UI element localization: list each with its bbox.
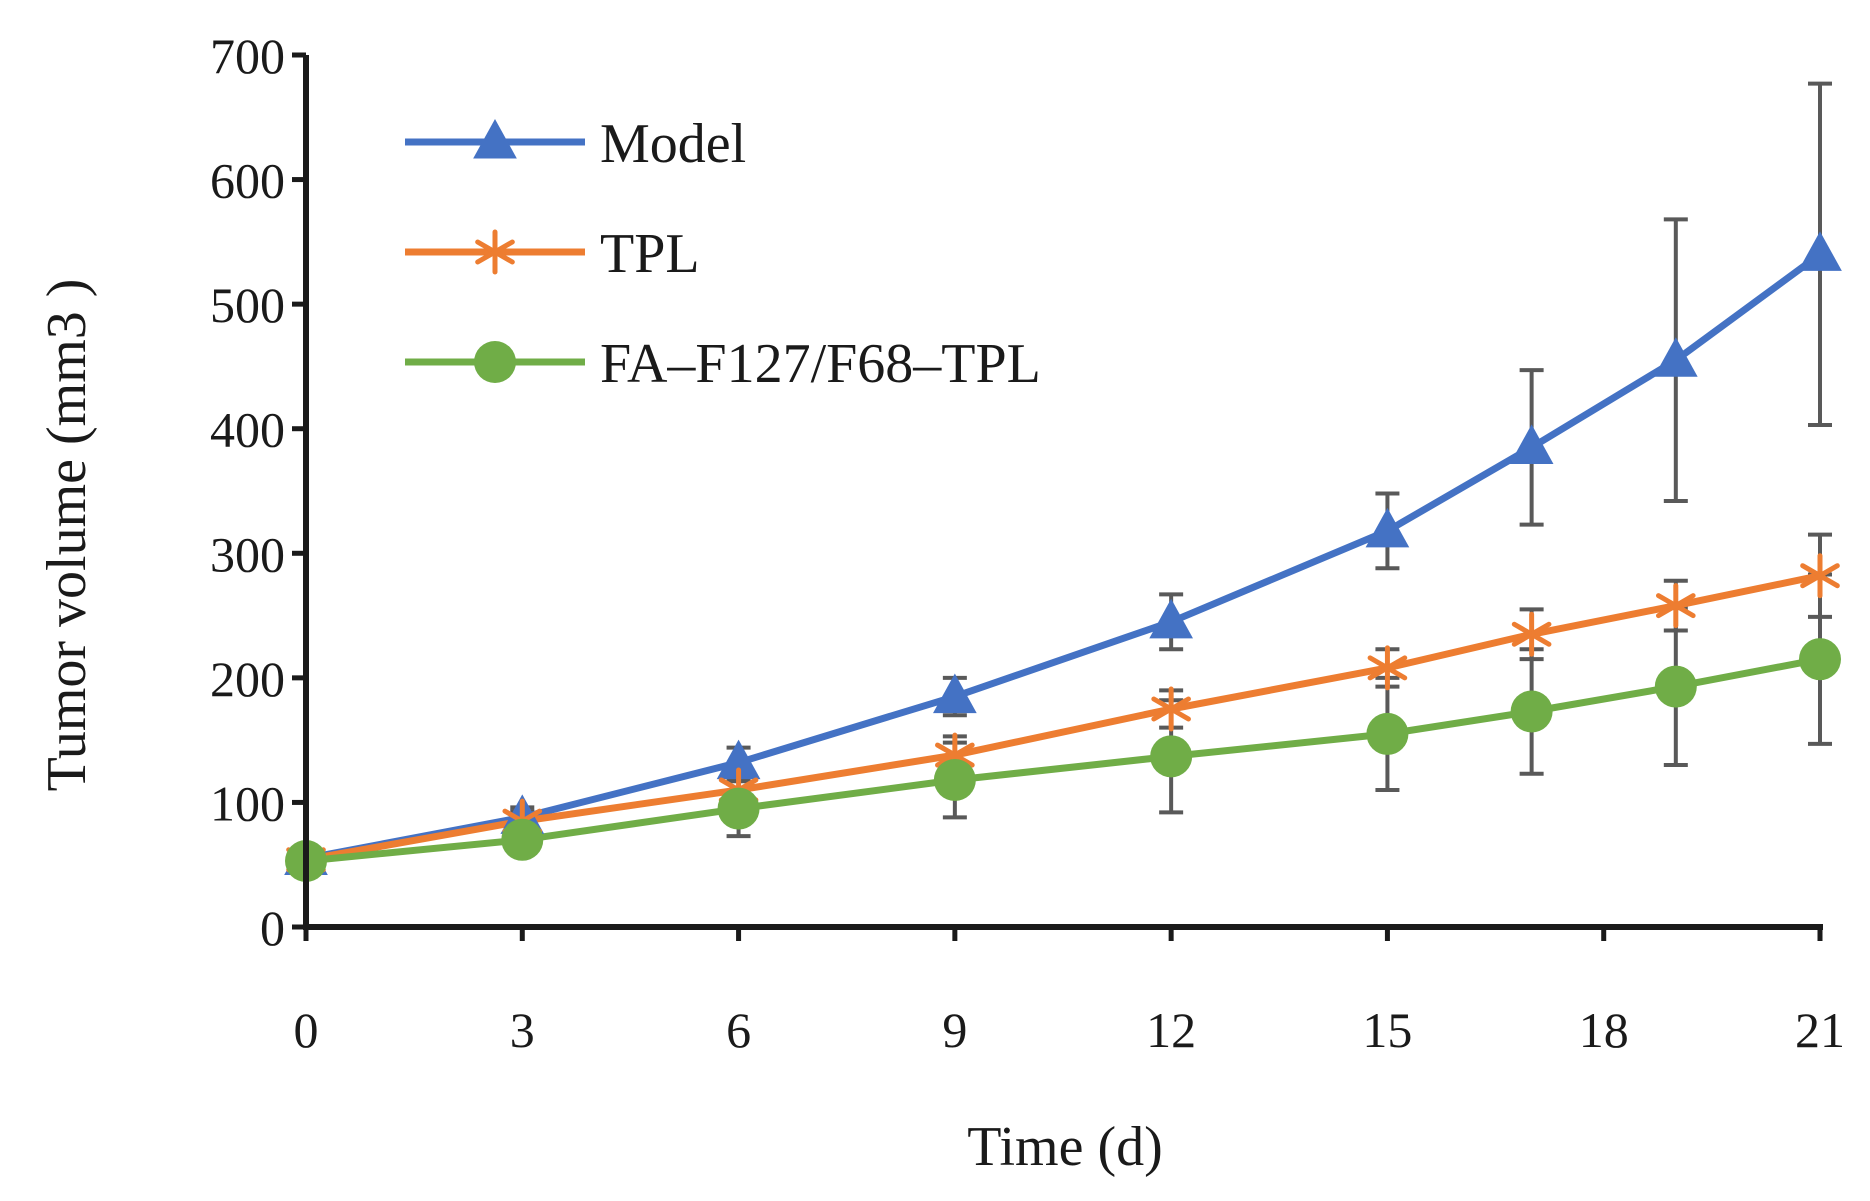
- data-point: [1510, 690, 1553, 733]
- x-tick-label: 3: [510, 1002, 535, 1058]
- data-point: [717, 787, 760, 830]
- data-point: [933, 759, 976, 802]
- y-tick-label: 100: [210, 775, 285, 831]
- data-point: [1511, 611, 1552, 657]
- y-tick-label: 600: [210, 153, 285, 209]
- data-point: [1654, 665, 1697, 708]
- data-point: [1653, 337, 1698, 377]
- data-point-stroke: [935, 742, 975, 768]
- y-tick-label: 200: [210, 651, 285, 707]
- y-tick-label: 300: [210, 526, 285, 582]
- legend-marker: [474, 341, 516, 383]
- legend-marker: [475, 229, 515, 275]
- legend-item: Model: [405, 113, 746, 175]
- y-tick-label: 400: [210, 402, 285, 458]
- data-point: [1655, 583, 1696, 629]
- error-bars: [294, 81, 1832, 870]
- y-tick-label: 700: [210, 28, 285, 84]
- series-markers: [284, 231, 1842, 883]
- data-point: [1366, 712, 1409, 755]
- x-tick-label: 9: [942, 1002, 967, 1058]
- legend: Model TPL FA–F127/F68–TPL: [405, 113, 1041, 395]
- data-point-stroke: [1151, 696, 1191, 722]
- legend-item: FA–F127/F68–TPL: [405, 333, 1041, 395]
- data-point-stroke: [1655, 593, 1696, 619]
- axis-ticks: 0 3 6 9 12 15 18 21 0 100 200 300 400 500 600 700: [210, 28, 1845, 1058]
- legend-item: TPL: [405, 223, 700, 285]
- legend-marker-stroke: [475, 239, 515, 265]
- legend-label: FA–F127/F68–TPL: [600, 333, 1041, 395]
- legend-label: Model: [600, 113, 746, 175]
- x-tick-label: 6: [726, 1002, 751, 1058]
- data-point: [1150, 735, 1193, 778]
- legend-marker: [473, 119, 517, 159]
- y-axis-title: Tumor volume (mm3 ): [36, 279, 98, 792]
- series-lines: [305, 251, 1823, 865]
- data-point: [716, 739, 761, 780]
- data-point-stroke: [1511, 621, 1552, 647]
- data-point-stroke: [1367, 655, 1408, 681]
- y-tick-label: 500: [210, 277, 285, 333]
- x-tick-label: 0: [294, 1002, 319, 1058]
- data-point: [501, 818, 544, 861]
- x-tick-label: 18: [1579, 1002, 1629, 1058]
- data-point: [933, 673, 977, 714]
- x-tick-label: 15: [1362, 1002, 1412, 1058]
- data-point: [1149, 598, 1193, 639]
- x-tick-label: 12: [1146, 1002, 1196, 1058]
- data-point: [1509, 424, 1554, 464]
- axes: [303, 55, 1823, 930]
- x-tick-label: 21: [1795, 1002, 1845, 1058]
- y-tick-label: 0: [260, 900, 285, 956]
- legend-label: TPL: [600, 223, 700, 285]
- data-point: [1798, 231, 1842, 271]
- data-point-stroke: [1800, 563, 1840, 589]
- x-axis-title: Time (d): [967, 1116, 1163, 1178]
- data-point: [1799, 638, 1841, 681]
- data-point: [1367, 645, 1408, 691]
- data-point: [1800, 553, 1840, 599]
- data-point: [1151, 686, 1191, 732]
- data-point: [1365, 507, 1410, 548]
